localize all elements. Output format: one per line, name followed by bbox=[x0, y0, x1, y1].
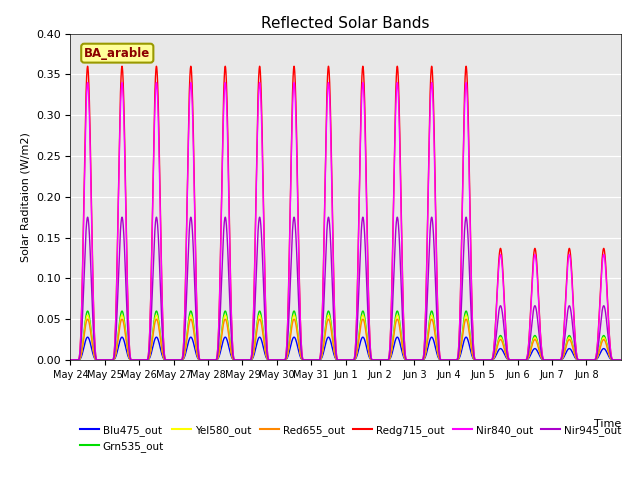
Grn535_out bbox=[396, 317, 403, 323]
Redg715_out bbox=[497, 246, 504, 252]
Grn535_out bbox=[366, 354, 374, 360]
Red655_out bbox=[366, 355, 374, 360]
Red655_out bbox=[524, 356, 531, 362]
Yel580_out bbox=[366, 354, 374, 360]
Grn535_out bbox=[84, 308, 92, 314]
Nir840_out bbox=[396, 132, 403, 138]
Y-axis label: Solar Raditaion (W/m2): Solar Raditaion (W/m2) bbox=[20, 132, 30, 262]
Yel580_out bbox=[497, 335, 504, 340]
Nir945_out bbox=[524, 354, 531, 360]
Blu475_out bbox=[67, 357, 74, 363]
Blu475_out bbox=[617, 357, 625, 363]
Nir945_out bbox=[366, 348, 374, 354]
Redg715_out bbox=[617, 357, 625, 363]
Nir840_out bbox=[84, 80, 92, 85]
Red655_out bbox=[396, 324, 403, 330]
Redg715_out bbox=[524, 351, 531, 357]
Grn535_out bbox=[538, 355, 546, 361]
Nir840_out bbox=[497, 252, 504, 257]
Grn535_out bbox=[524, 356, 531, 361]
Yel580_out bbox=[524, 356, 531, 362]
Line: Nir945_out: Nir945_out bbox=[70, 217, 621, 360]
Red655_out bbox=[84, 316, 92, 322]
Red655_out bbox=[180, 351, 188, 357]
Nir945_out bbox=[538, 353, 546, 359]
Nir945_out bbox=[84, 214, 92, 220]
Line: Nir840_out: Nir840_out bbox=[70, 83, 621, 360]
Blu475_out bbox=[366, 356, 374, 361]
Nir945_out bbox=[180, 336, 188, 342]
Blu475_out bbox=[396, 338, 403, 344]
Line: Yel580_out: Yel580_out bbox=[70, 315, 621, 360]
Legend: Blu475_out, Grn535_out, Yel580_out, Red655_out, Redg715_out, Nir840_out, Nir945_: Blu475_out, Grn535_out, Yel580_out, Red6… bbox=[76, 420, 626, 456]
Grn535_out bbox=[617, 357, 625, 363]
Yel580_out bbox=[617, 357, 625, 363]
Redg715_out bbox=[366, 339, 374, 345]
Line: Blu475_out: Blu475_out bbox=[70, 337, 621, 360]
Blu475_out bbox=[524, 357, 531, 362]
Blu475_out bbox=[538, 356, 546, 362]
Nir840_out bbox=[67, 357, 74, 363]
Nir840_out bbox=[366, 340, 374, 346]
Yel580_out bbox=[67, 357, 74, 363]
Blu475_out bbox=[84, 334, 92, 340]
Text: BA_arable: BA_arable bbox=[84, 47, 150, 60]
Blu475_out bbox=[180, 354, 188, 360]
Redg715_out bbox=[538, 348, 546, 354]
Redg715_out bbox=[396, 119, 403, 125]
Grn535_out bbox=[497, 333, 504, 338]
Red655_out bbox=[67, 357, 74, 363]
Yel580_out bbox=[84, 312, 92, 318]
Nir945_out bbox=[617, 357, 625, 363]
Nir840_out bbox=[617, 357, 625, 363]
Nir840_out bbox=[524, 352, 531, 358]
Redg715_out bbox=[67, 357, 74, 363]
Nir945_out bbox=[67, 357, 74, 363]
Nir840_out bbox=[538, 349, 546, 355]
Red655_out bbox=[497, 337, 504, 343]
Grn535_out bbox=[67, 357, 74, 363]
Yel580_out bbox=[180, 350, 188, 356]
Nir945_out bbox=[396, 241, 403, 247]
Title: Reflected Solar Bands: Reflected Solar Bands bbox=[261, 16, 430, 31]
Yel580_out bbox=[396, 321, 403, 326]
Line: Redg715_out: Redg715_out bbox=[70, 66, 621, 360]
Red655_out bbox=[617, 357, 625, 363]
Grn535_out bbox=[180, 350, 188, 356]
Line: Grn535_out: Grn535_out bbox=[70, 311, 621, 360]
Nir840_out bbox=[180, 316, 188, 322]
Nir945_out bbox=[497, 303, 504, 309]
Redg715_out bbox=[84, 63, 92, 69]
Red655_out bbox=[538, 356, 546, 361]
Text: Time: Time bbox=[593, 419, 621, 429]
Yel580_out bbox=[538, 355, 546, 361]
Redg715_out bbox=[180, 313, 188, 319]
Line: Red655_out: Red655_out bbox=[70, 319, 621, 360]
Blu475_out bbox=[497, 346, 504, 351]
